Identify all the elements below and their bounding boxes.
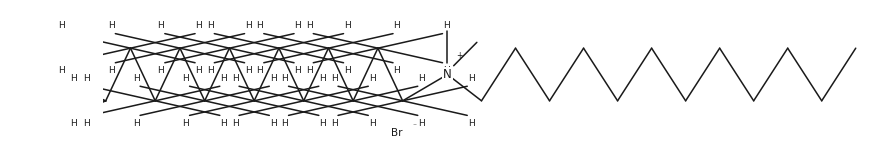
Text: H: H: [196, 66, 202, 75]
Text: H: H: [245, 66, 252, 75]
Text: H: H: [256, 21, 263, 30]
Text: H: H: [393, 66, 400, 75]
Text: H: H: [59, 66, 65, 75]
Text: H: H: [417, 74, 424, 83]
Text: H: H: [196, 21, 202, 30]
Text: H: H: [70, 74, 76, 83]
Text: H: H: [344, 66, 351, 75]
Text: H: H: [83, 119, 90, 128]
Text: H: H: [157, 66, 164, 75]
Text: H: H: [331, 74, 337, 83]
Text: H: H: [245, 21, 252, 30]
Text: H: H: [393, 21, 400, 30]
Text: H: H: [467, 119, 474, 128]
Text: H: H: [132, 119, 139, 128]
Text: H: H: [467, 74, 474, 83]
Text: H: H: [256, 66, 263, 75]
Text: H: H: [294, 66, 301, 75]
Text: H: H: [220, 74, 227, 83]
Text: +: +: [456, 51, 462, 60]
Text: H: H: [70, 119, 76, 128]
Text: H: H: [108, 66, 115, 75]
Text: H: H: [269, 74, 276, 83]
Text: H: H: [306, 66, 312, 75]
Text: H: H: [281, 74, 288, 83]
Text: H: H: [220, 119, 227, 128]
Text: N: N: [443, 68, 452, 81]
Text: H: H: [319, 74, 325, 83]
Text: Br: Br: [391, 128, 403, 138]
Text: H: H: [182, 119, 189, 128]
Text: H: H: [182, 74, 189, 83]
Text: H: H: [344, 21, 351, 30]
Text: H: H: [83, 74, 90, 83]
Text: H: H: [417, 119, 424, 128]
Text: H: H: [368, 119, 375, 128]
Text: H: H: [232, 119, 239, 128]
Text: H: H: [331, 119, 337, 128]
Text: H: H: [443, 21, 449, 30]
Text: H: H: [157, 21, 164, 30]
Text: H: H: [108, 21, 115, 30]
Text: H: H: [294, 21, 301, 30]
Text: H: H: [368, 74, 375, 83]
Text: H: H: [443, 66, 449, 75]
Text: H: H: [319, 119, 325, 128]
Text: H: H: [281, 119, 288, 128]
Text: H: H: [59, 21, 65, 30]
Text: ⁻: ⁻: [412, 121, 416, 130]
Text: H: H: [132, 74, 139, 83]
Text: H: H: [232, 74, 239, 83]
Text: H: H: [207, 21, 214, 30]
Text: H: H: [269, 119, 276, 128]
Text: H: H: [306, 21, 312, 30]
Text: H: H: [207, 66, 214, 75]
